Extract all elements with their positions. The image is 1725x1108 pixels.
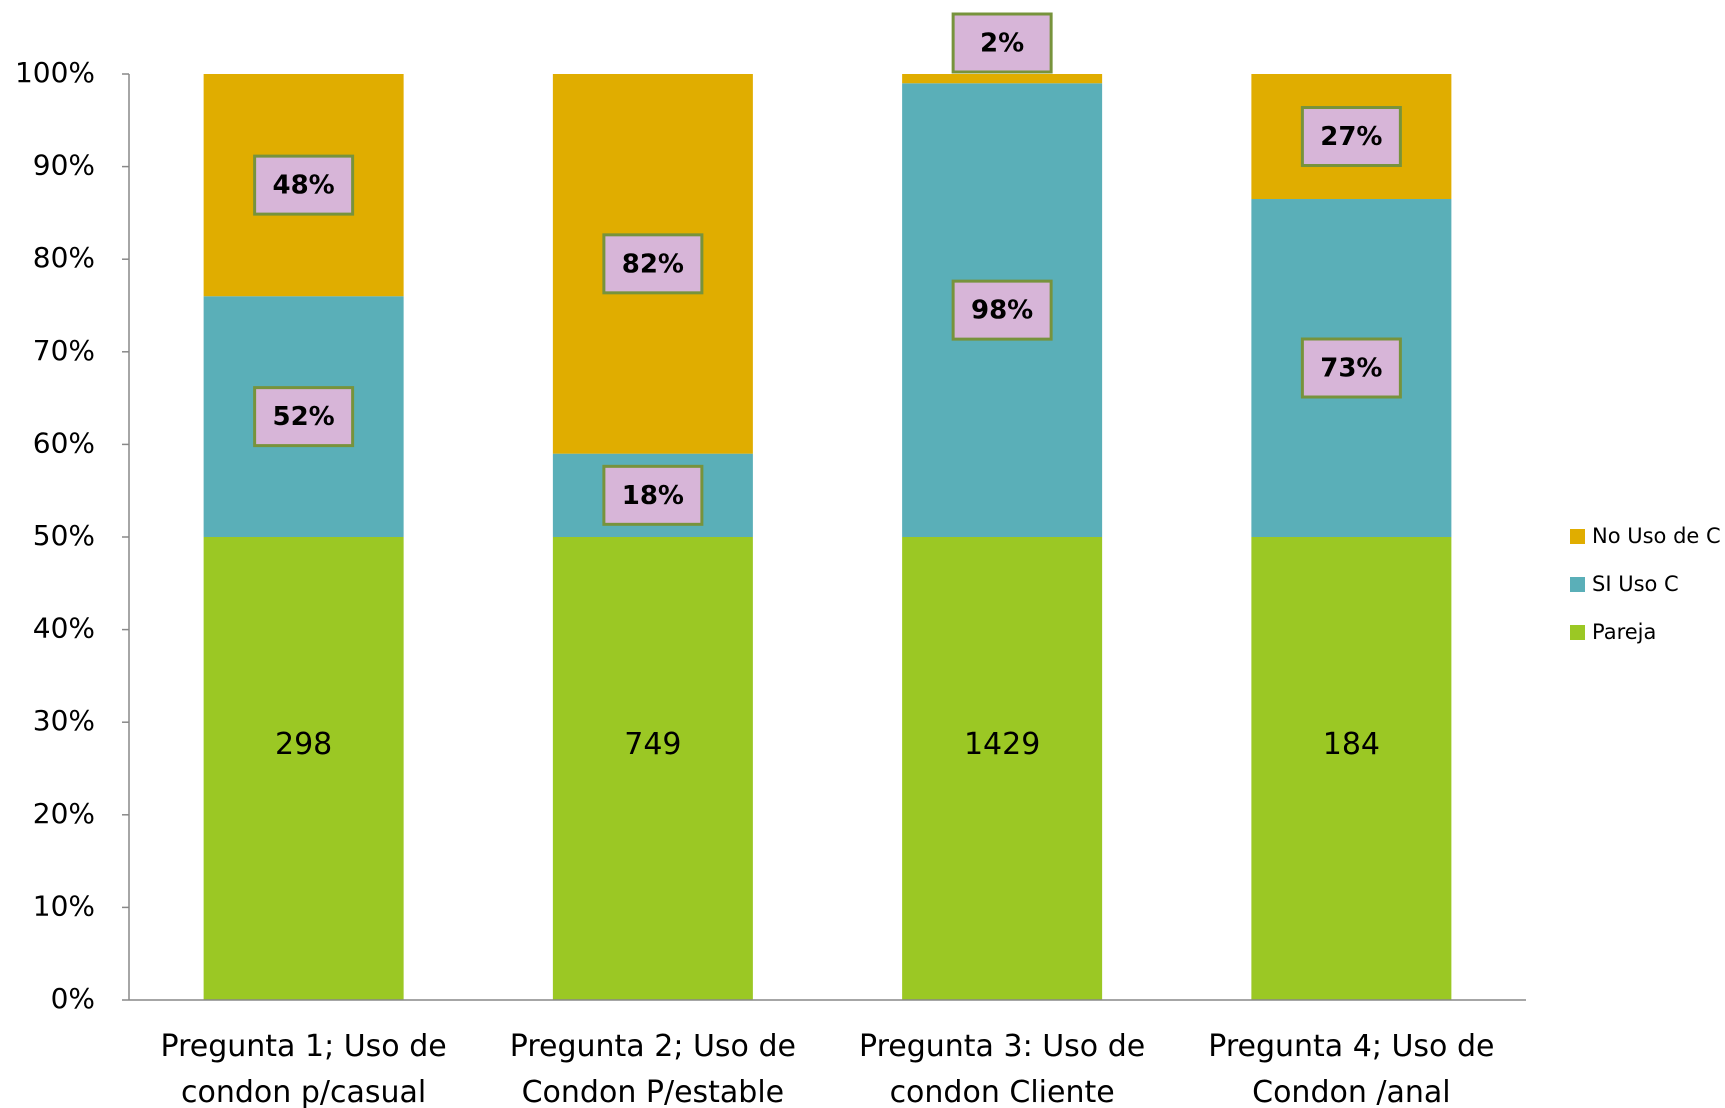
legend-swatch <box>1570 529 1585 544</box>
x-tick-label: Pregunta 1; Uso de condon p/casual <box>160 1029 447 1108</box>
legend-swatch <box>1570 625 1585 640</box>
data-label: 18% <box>622 481 684 511</box>
y-tick-label: 0% <box>51 982 95 1015</box>
data-label: 749 <box>624 727 681 762</box>
y-tick-label: 50% <box>33 519 95 552</box>
y-tick-label: 60% <box>33 426 95 459</box>
data-label-box <box>602 464 704 526</box>
data-label-box <box>1300 106 1402 168</box>
x-tick-label: Pregunta 4; Uso de Condon /anal <box>1208 1029 1495 1108</box>
legend-label: Pareja <box>1592 620 1656 644</box>
data-label: 73% <box>1320 354 1382 384</box>
data-label: 52% <box>273 402 335 432</box>
data-label-box <box>1300 337 1402 399</box>
y-tick-label: 40% <box>33 612 95 645</box>
bar-segment <box>1251 537 1452 1000</box>
legend-label: SI Uso C <box>1592 572 1679 596</box>
bar-segment <box>552 537 753 1000</box>
bar-segment <box>902 74 1103 84</box>
data-label-box <box>253 154 355 216</box>
data-label-box <box>602 233 704 295</box>
data-label-box <box>951 279 1053 341</box>
legend-swatch <box>1570 577 1585 592</box>
y-tick-label: 70% <box>33 334 95 367</box>
bar-segment <box>203 537 404 1000</box>
data-label: 82% <box>622 249 684 279</box>
y-tick-label: 20% <box>33 797 95 830</box>
y-tick-label: 10% <box>33 889 95 922</box>
legend-label: No Uso de C <box>1592 524 1721 548</box>
y-tick-label: 90% <box>33 149 95 182</box>
data-label: 48% <box>273 171 335 201</box>
data-label-box <box>951 12 1053 74</box>
data-label: 298 <box>275 727 332 762</box>
data-label: 2% <box>980 29 1024 59</box>
y-tick-label: 30% <box>33 704 95 737</box>
y-tick-label: 100% <box>15 56 95 89</box>
data-label: 98% <box>971 296 1033 326</box>
data-label: 1429 <box>964 727 1040 762</box>
x-tick-label: Pregunta 2; Uso de Condon P/estable <box>509 1029 796 1108</box>
data-label: 184 <box>1323 727 1380 762</box>
data-label-box <box>253 386 355 448</box>
y-tick-label: 80% <box>33 241 95 274</box>
bar-segment <box>902 537 1103 1000</box>
data-label: 27% <box>1320 122 1382 152</box>
x-tick-label: Pregunta 3: Uso de condon Cliente <box>859 1029 1146 1108</box>
